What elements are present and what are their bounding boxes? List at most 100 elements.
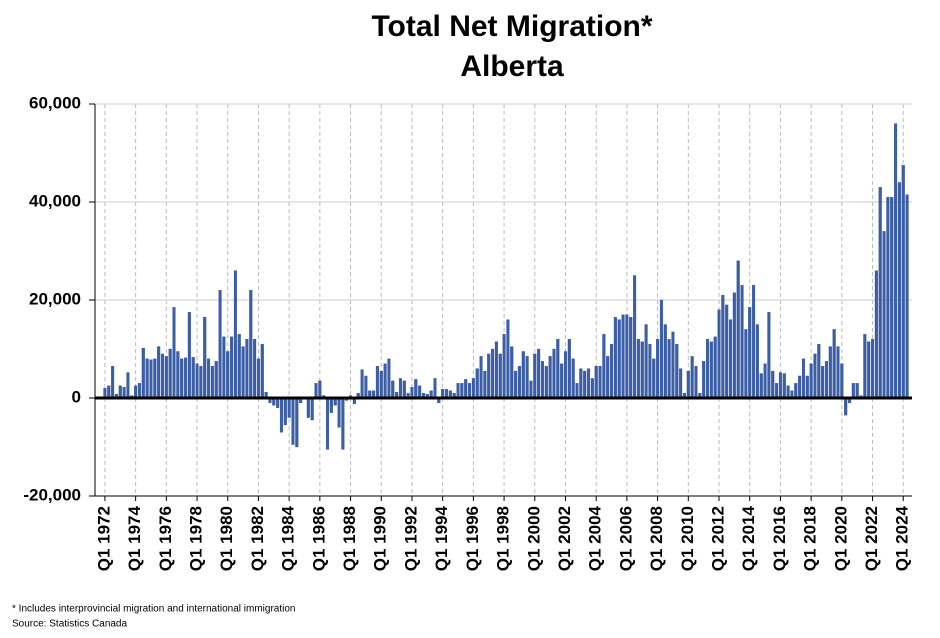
bar	[233, 270, 237, 399]
bar	[329, 397, 333, 413]
bar	[602, 334, 606, 399]
bar	[168, 348, 172, 399]
chart-title: Total Net Migration*	[371, 10, 652, 43]
bar	[203, 316, 207, 399]
bar	[648, 343, 652, 399]
bar	[736, 260, 740, 399]
bar	[610, 343, 614, 399]
bar	[675, 343, 679, 399]
x-tick-label: Q1 2016	[770, 506, 789, 571]
bar	[763, 363, 767, 399]
bar	[195, 363, 199, 399]
bar	[256, 358, 260, 399]
bar	[702, 361, 706, 399]
bar	[552, 348, 556, 399]
bar	[625, 314, 629, 399]
y-tick-label: -20,000	[23, 485, 81, 504]
bar	[494, 341, 498, 399]
bar	[291, 397, 295, 445]
bar	[295, 397, 299, 448]
bar	[402, 380, 406, 399]
x-tick-label: Q1 1982	[248, 506, 267, 571]
bar	[379, 370, 383, 399]
bar	[122, 387, 126, 399]
x-tick-label: Q1 2012	[708, 506, 727, 571]
bar	[705, 339, 710, 399]
bar	[487, 353, 491, 399]
bar	[498, 353, 502, 399]
bar	[817, 343, 821, 399]
bar	[214, 361, 218, 399]
bar	[137, 383, 141, 399]
x-tick-label: Q1 2006	[616, 506, 635, 571]
x-tick-label: Q1 1974	[125, 505, 144, 571]
bar	[398, 378, 402, 399]
bar	[310, 397, 314, 421]
bar	[882, 231, 886, 399]
bar	[805, 375, 809, 399]
bar	[537, 348, 541, 399]
bar	[828, 346, 832, 399]
bar	[506, 319, 510, 399]
bar	[567, 339, 571, 399]
bar	[460, 383, 464, 399]
bar	[709, 341, 713, 399]
bar	[318, 380, 322, 399]
bar	[383, 363, 387, 399]
bar	[563, 351, 568, 399]
bar	[717, 309, 721, 399]
bar	[433, 378, 437, 399]
bar	[652, 358, 656, 399]
bar	[226, 351, 230, 399]
bar	[621, 314, 625, 399]
bar	[187, 312, 191, 399]
bar	[586, 368, 591, 399]
bar	[871, 339, 875, 399]
bar	[218, 290, 222, 399]
bar	[633, 275, 637, 399]
bar	[237, 334, 241, 399]
bar	[164, 356, 168, 399]
x-tick-label: Q1 2000	[524, 506, 543, 571]
bar	[713, 336, 717, 399]
bar	[748, 307, 752, 399]
bar	[414, 379, 418, 399]
bar	[491, 348, 495, 399]
x-tick-label: Q1 2022	[862, 506, 881, 571]
bar	[755, 324, 759, 399]
bar	[418, 385, 422, 399]
bar	[721, 294, 725, 399]
bar	[245, 339, 249, 399]
bar	[606, 356, 610, 399]
bar	[767, 312, 771, 399]
bar	[728, 319, 733, 399]
bar	[540, 361, 544, 399]
bar	[901, 165, 905, 399]
bar	[341, 397, 345, 450]
bar	[126, 372, 130, 399]
bar	[771, 370, 775, 399]
x-tick-label: Q1 1976	[156, 506, 175, 571]
bar	[809, 363, 813, 399]
bar	[636, 339, 640, 399]
y-tick-label: 20,000	[29, 289, 81, 308]
bar	[207, 358, 211, 399]
bar	[111, 365, 115, 399]
bar	[222, 336, 226, 399]
bar	[387, 358, 391, 399]
bar	[671, 331, 675, 399]
bar	[502, 334, 506, 399]
x-tick-label: Q1 1994	[432, 505, 451, 571]
bar	[759, 373, 763, 399]
bar	[832, 329, 836, 399]
bar	[894, 123, 898, 399]
bar	[644, 324, 648, 399]
bar	[464, 379, 468, 399]
bar	[890, 196, 894, 399]
bar	[160, 353, 165, 399]
x-tick-label: Q1 2002	[555, 506, 574, 571]
bar	[874, 270, 878, 399]
bar	[141, 347, 145, 399]
bar	[590, 378, 594, 399]
